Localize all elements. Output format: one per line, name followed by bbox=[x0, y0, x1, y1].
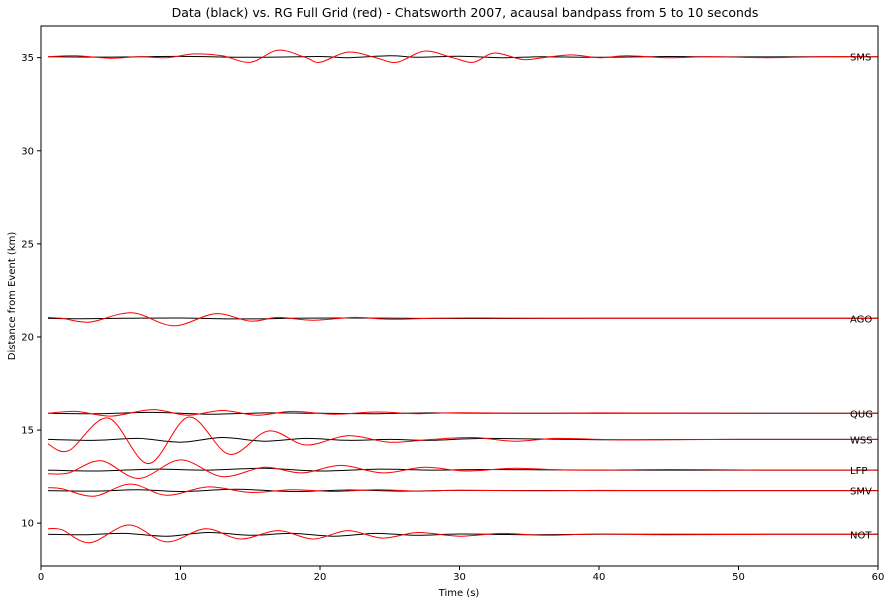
plot-area: SMS AGO QUG WSS LFP SMV NOT bbox=[47, 49, 879, 544]
y-tick-label-20: 20 bbox=[21, 332, 34, 343]
station-label-wss: WSS bbox=[850, 435, 873, 446]
data-trace-lfp bbox=[47, 467, 878, 472]
axes-frame bbox=[40, 25, 879, 567]
x-tick-label-60: 60 bbox=[872, 572, 885, 583]
synthetic-trace-wss bbox=[47, 416, 879, 465]
y-tick-label-30: 30 bbox=[21, 146, 34, 157]
axes: 0 10 20 30 40 50 60 10 15 20 25 30 35 bbox=[21, 25, 885, 583]
synthetic-trace-lfp bbox=[47, 459, 879, 480]
x-tick-label-50: 50 bbox=[732, 572, 745, 583]
x-tick-label-10: 10 bbox=[174, 572, 187, 583]
station-label-lfp: LFP bbox=[850, 466, 867, 477]
y-tick-label-15: 15 bbox=[21, 426, 34, 437]
station-label-ago: AGO bbox=[850, 314, 872, 325]
station-label-smv: SMV bbox=[850, 487, 872, 498]
x-tick-label-40: 40 bbox=[593, 572, 606, 583]
x-tick-label-30: 30 bbox=[453, 572, 466, 583]
synthetic-trace-qug bbox=[47, 409, 879, 417]
x-tick-label-0: 0 bbox=[38, 572, 44, 583]
x-tick-label-20: 20 bbox=[314, 572, 327, 583]
y-axis-label: Distance from Event (km) bbox=[7, 232, 18, 361]
station-label-not: NOT bbox=[850, 530, 872, 541]
y-tick-label-25: 25 bbox=[21, 239, 34, 250]
synthetic-trace-not bbox=[47, 524, 878, 544]
y-tick-label-10: 10 bbox=[21, 519, 34, 530]
y-tick-label-35: 35 bbox=[21, 53, 34, 64]
synthetic-trace-sms bbox=[47, 49, 879, 63]
synthetic-trace-ago bbox=[47, 312, 878, 327]
chart-title: Data (black) vs. RG Full Grid (red) - Ch… bbox=[172, 5, 759, 20]
station-label-sms: SMS bbox=[850, 53, 871, 64]
x-axis-label: Time (s) bbox=[438, 588, 480, 599]
synthetic-trace-smv bbox=[47, 483, 878, 497]
station-label-qug: QUG bbox=[850, 409, 873, 420]
